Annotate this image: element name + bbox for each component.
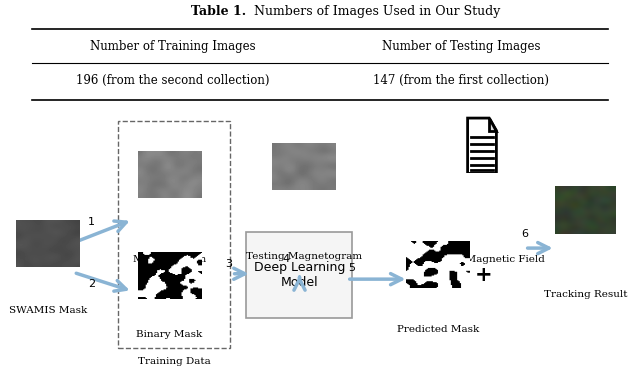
FancyBboxPatch shape — [246, 232, 352, 318]
Text: Tracking Result: Tracking Result — [544, 290, 627, 299]
Text: +: + — [161, 270, 179, 291]
Text: 147 (from the first collection): 147 (from the first collection) — [372, 74, 548, 87]
Text: 196 (from the second collection): 196 (from the second collection) — [76, 74, 269, 87]
Text: +: + — [474, 265, 492, 285]
Text: 4: 4 — [282, 254, 290, 264]
Text: Predicted Mask: Predicted Mask — [397, 325, 479, 334]
Text: Binary Mask: Binary Mask — [136, 330, 203, 339]
Text: Training Data: Training Data — [138, 357, 211, 366]
Text: Magnetogram: Magnetogram — [132, 255, 207, 264]
Text: 2: 2 — [88, 279, 95, 289]
Text: 1: 1 — [88, 217, 95, 227]
Text: 6: 6 — [522, 229, 528, 239]
Polygon shape — [468, 118, 497, 173]
Text: Number of Testing Images: Number of Testing Images — [381, 40, 540, 53]
Text: SWAMIS Mask: SWAMIS Mask — [9, 306, 87, 315]
Text: Number of Training Images: Number of Training Images — [90, 40, 255, 53]
Polygon shape — [489, 118, 497, 130]
Text: Table 1.: Table 1. — [191, 5, 246, 18]
Text: Testing Magnetogram: Testing Magnetogram — [246, 252, 362, 261]
Text: Deep Learning
Model: Deep Learning Model — [253, 261, 345, 289]
Text: Vertical Magnetic Field: Vertical Magnetic Field — [422, 255, 545, 264]
Text: 3: 3 — [226, 259, 232, 269]
Text: 5: 5 — [349, 263, 355, 273]
Text: Numbers of Images Used in Our Study: Numbers of Images Used in Our Study — [250, 5, 500, 18]
